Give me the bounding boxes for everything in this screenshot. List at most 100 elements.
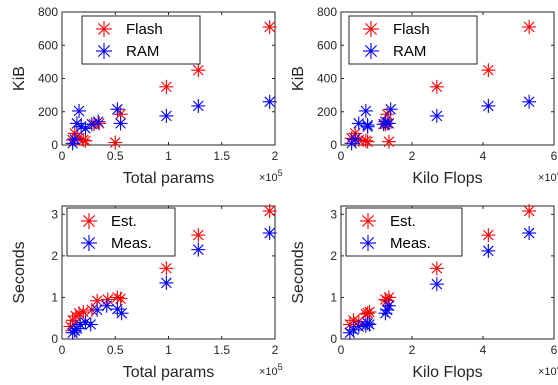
data-point — [381, 298, 396, 313]
x-axis-label: Kilo Flops — [412, 170, 482, 187]
y-tick-label: 2 — [330, 249, 337, 263]
data-point — [262, 19, 277, 34]
legend-marker — [360, 213, 376, 229]
legend: Est. Meas. — [345, 207, 463, 257]
x-tick-label: 0 — [338, 149, 345, 163]
data-point — [108, 135, 123, 150]
data-point — [522, 19, 537, 34]
data-point — [383, 102, 398, 117]
x-tick-label: 0 — [338, 343, 345, 357]
data-point — [429, 108, 444, 123]
data-point — [159, 275, 174, 290]
data-point — [360, 134, 375, 149]
legend: Est. Meas. — [66, 207, 176, 257]
legend-label: Est. — [390, 213, 416, 230]
y-axis-label: Seconds — [290, 241, 307, 303]
x-tick-label: 0.5 — [107, 343, 124, 357]
data-point — [481, 63, 496, 78]
data-point — [114, 306, 129, 321]
x-tick-label: 1.5 — [213, 343, 230, 357]
legend-marker — [363, 43, 379, 59]
legend-marker — [81, 235, 97, 251]
data-point — [358, 103, 373, 118]
legend-box — [345, 207, 463, 257]
data-point — [78, 133, 93, 148]
y-tick-label: 800 — [38, 5, 58, 19]
y-tick-label: 0 — [330, 332, 337, 346]
y-tick-label: 3 — [51, 207, 58, 221]
data-point — [91, 114, 106, 129]
legend: Flash RAM — [348, 15, 478, 65]
legend-marker — [96, 21, 112, 37]
legend-label: RAM — [393, 43, 426, 60]
x-tick-label: 4 — [480, 343, 487, 357]
data-point — [262, 94, 277, 109]
x-exponent-power: 4 — [557, 168, 558, 178]
y-tick-label: 0 — [51, 138, 58, 152]
data-point — [113, 116, 128, 131]
data-point — [362, 304, 377, 319]
legend-box — [66, 207, 176, 257]
y-tick-label: 400 — [38, 72, 58, 86]
x-exponent-label: ×104 — [538, 168, 558, 184]
data-point — [380, 302, 395, 317]
series-ram-points — [344, 94, 537, 151]
legend-marker — [96, 43, 112, 59]
legend-label: Meas. — [390, 235, 431, 252]
legend-label: Meas. — [111, 235, 152, 252]
data-point — [69, 321, 84, 336]
plot-frame — [340, 205, 555, 340]
data-point — [348, 132, 363, 147]
y-tick-label: 600 — [317, 38, 337, 52]
chart-panel-3: 0 0.5 1 1.5 2 0 1 2 3 Total params Seconds ×105 Est.… — [11, 203, 283, 381]
data-point — [191, 63, 206, 78]
chart-panel-1: 0 0.5 1 1.5 2 0 200 400 600 800 Total params KiB ×10… — [11, 5, 283, 187]
legend-marker — [81, 213, 97, 229]
data-point — [72, 103, 87, 118]
x-tick-label: 6 — [551, 149, 558, 163]
y-axis-label: KiB — [290, 66, 307, 91]
x-tick-label: 6 — [551, 343, 558, 357]
data-point — [99, 298, 114, 313]
data-point — [74, 119, 89, 134]
data-point — [76, 304, 91, 319]
y-tick-label: 600 — [38, 38, 58, 52]
x-tick-label: 0 — [59, 149, 66, 163]
data-point — [159, 79, 174, 94]
data-point — [159, 108, 174, 123]
data-point — [381, 116, 396, 131]
data-point — [191, 242, 206, 257]
x-exponent-base: ×10 — [259, 172, 278, 184]
data-point — [429, 79, 444, 94]
data-point — [191, 98, 206, 113]
y-tick-label: 400 — [317, 72, 337, 86]
legend-box — [81, 15, 201, 65]
x-tick-label: 1 — [165, 149, 172, 163]
data-point — [84, 117, 99, 132]
y-tick-label: 0 — [330, 138, 337, 152]
data-point — [362, 317, 377, 332]
data-point — [358, 133, 373, 148]
data-point — [381, 134, 396, 149]
x-exponent-power: 4 — [557, 362, 558, 372]
legend-label: Flash — [393, 21, 430, 38]
x-exponent-label: ×105 — [259, 168, 283, 184]
legend-marker — [360, 235, 376, 251]
x-exponent-label: ×104 — [538, 362, 558, 378]
y-tick-label: 0 — [51, 332, 58, 346]
data-point — [159, 261, 174, 276]
x-exponent-base: ×10 — [259, 366, 278, 378]
y-axis-label: Seconds — [11, 241, 28, 303]
x-tick-label: 4 — [480, 149, 487, 163]
series-meas-points — [342, 226, 537, 340]
data-point — [110, 102, 125, 117]
data-point — [83, 317, 98, 332]
x-exponent-base: ×10 — [538, 366, 557, 378]
x-tick-label: 0.5 — [107, 149, 124, 163]
data-point — [429, 261, 444, 276]
x-exponent-base: ×10 — [538, 172, 557, 184]
data-point — [481, 243, 496, 258]
x-tick-label: 2 — [409, 149, 416, 163]
